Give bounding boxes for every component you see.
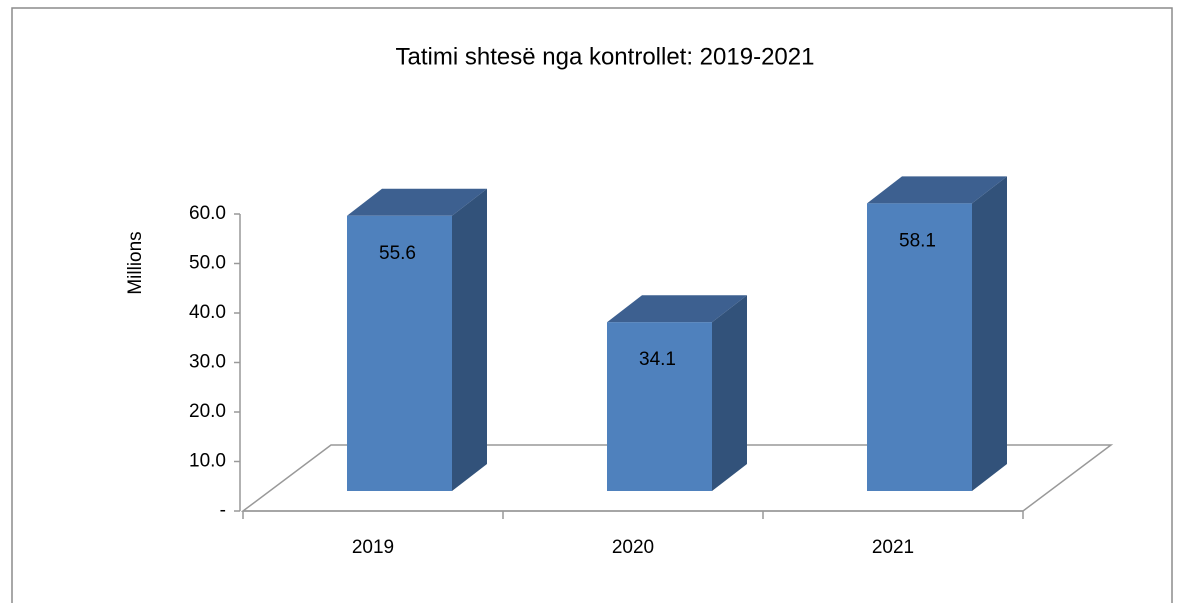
bar-front xyxy=(607,322,712,491)
y-tick-label: 40.0 xyxy=(189,302,226,323)
bar-top xyxy=(867,176,1007,204)
bar-front xyxy=(347,215,452,491)
bar-side xyxy=(712,295,747,491)
data-label: 34.1 xyxy=(639,349,676,370)
bar-front xyxy=(867,203,972,491)
y-tick-label: 20.0 xyxy=(189,401,226,422)
y-tick-label: 50.0 xyxy=(189,253,226,274)
y-tick-label: 10.0 xyxy=(189,451,226,472)
x-tick-label: 2020 xyxy=(612,537,654,558)
y-tick-label: 30.0 xyxy=(189,352,226,373)
x-tick-label: 2021 xyxy=(872,537,914,558)
bar xyxy=(867,176,1007,491)
bar xyxy=(347,188,487,491)
data-label: 55.6 xyxy=(379,243,416,264)
y-tick-label: 60.0 xyxy=(189,203,226,224)
x-tick-label: 2019 xyxy=(352,537,394,558)
bar-top xyxy=(607,295,747,323)
y-tick-label: - xyxy=(220,500,226,521)
data-label: 58.1 xyxy=(899,230,936,251)
chart-title: Tatimi shtesë nga kontrollet: 2019-2021 xyxy=(396,43,815,70)
bar-top xyxy=(347,188,487,216)
bar-side xyxy=(452,188,487,491)
y-axis-label: Millions xyxy=(125,231,146,294)
bar xyxy=(607,295,747,491)
bar-side xyxy=(972,176,1007,491)
